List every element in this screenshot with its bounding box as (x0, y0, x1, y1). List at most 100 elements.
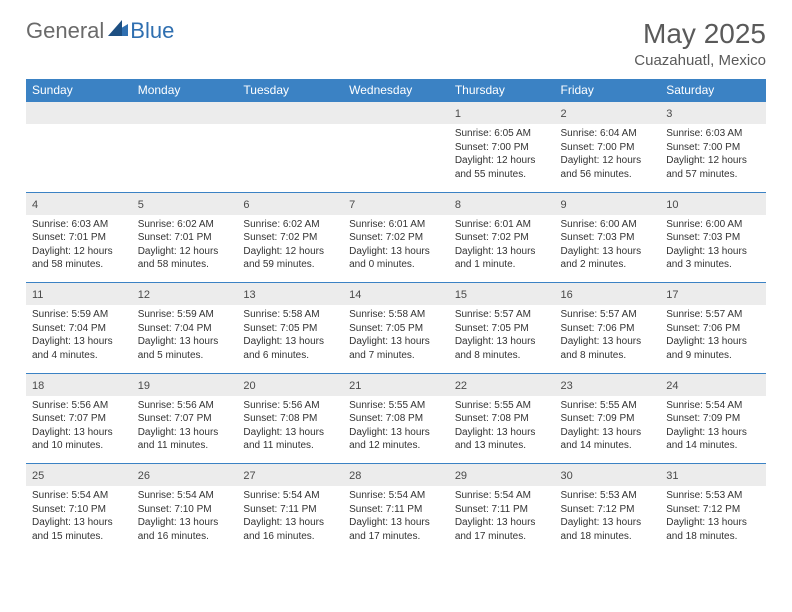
day-detail-line: Daylight: 13 hours and 1 minute. (455, 245, 549, 272)
day-content-cell: Sunrise: 5:58 AMSunset: 7:05 PMDaylight:… (343, 305, 449, 373)
day-number: 1 (455, 108, 461, 120)
day-detail-line: Daylight: 12 hours and 55 minutes. (455, 154, 549, 181)
day-detail-line: Sunrise: 5:56 AM (32, 399, 126, 413)
day-number-cell: 17 (660, 283, 766, 306)
day-number: 26 (138, 470, 150, 482)
day-detail-line: Sunset: 7:11 PM (455, 503, 549, 517)
title-block: May 2025 Cuazahuatl, Mexico (634, 18, 766, 69)
day-detail-line: Sunset: 7:11 PM (243, 503, 337, 517)
day-detail-line: Sunrise: 5:53 AM (666, 489, 760, 503)
day-number-cell: 8 (449, 192, 555, 215)
day-detail-line: Daylight: 13 hours and 13 minutes. (455, 426, 549, 453)
day-number-cell: 13 (237, 283, 343, 306)
day-number: 17 (666, 289, 678, 301)
day-content-cell: Sunrise: 6:04 AMSunset: 7:00 PMDaylight:… (555, 124, 661, 192)
day-number-cell: 19 (132, 373, 238, 396)
day-number-cell: 5 (132, 192, 238, 215)
day-number: 15 (455, 289, 467, 301)
day-number: 13 (243, 289, 255, 301)
day-number: 19 (138, 380, 150, 392)
day-content-cell: Sunrise: 5:55 AMSunset: 7:08 PMDaylight:… (449, 396, 555, 464)
day-number-cell: 25 (26, 464, 132, 487)
day-detail-line: Sunset: 7:06 PM (666, 322, 760, 336)
day-number: 18 (32, 380, 44, 392)
day-number-cell: 10 (660, 192, 766, 215)
day-content-cell: Sunrise: 6:05 AMSunset: 7:00 PMDaylight:… (449, 124, 555, 192)
day-content-cell: Sunrise: 5:59 AMSunset: 7:04 PMDaylight:… (26, 305, 132, 373)
day-detail-line: Daylight: 13 hours and 11 minutes. (243, 426, 337, 453)
day-number-cell: 1 (449, 102, 555, 125)
header: General Blue May 2025 Cuazahuatl, Mexico (26, 18, 766, 69)
day-detail-line: Daylight: 13 hours and 8 minutes. (561, 335, 655, 362)
day-number-cell: 20 (237, 373, 343, 396)
day-number-cell: 9 (555, 192, 661, 215)
day-number-cell: 7 (343, 192, 449, 215)
day-content-cell: Sunrise: 6:01 AMSunset: 7:02 PMDaylight:… (449, 215, 555, 283)
day-number-cell: 16 (555, 283, 661, 306)
day-detail-line: Sunrise: 5:59 AM (32, 308, 126, 322)
day-number-cell (132, 102, 238, 125)
day-content-cell: Sunrise: 5:54 AMSunset: 7:10 PMDaylight:… (132, 486, 238, 554)
day-number-cell: 4 (26, 192, 132, 215)
day-detail-line: Sunset: 7:02 PM (455, 231, 549, 245)
day-content-cell: Sunrise: 5:54 AMSunset: 7:09 PMDaylight:… (660, 396, 766, 464)
day-content-cell: Sunrise: 5:55 AMSunset: 7:08 PMDaylight:… (343, 396, 449, 464)
day-detail-line: Sunset: 7:12 PM (561, 503, 655, 517)
day-content-cell (237, 124, 343, 192)
brand-logo: General Blue (26, 18, 174, 44)
day-detail-line: Sunrise: 5:54 AM (138, 489, 232, 503)
day-detail-line: Sunrise: 5:58 AM (243, 308, 337, 322)
day-detail-line: Daylight: 12 hours and 58 minutes. (32, 245, 126, 272)
day-detail-line: Sunset: 7:05 PM (349, 322, 443, 336)
day-number-cell: 26 (132, 464, 238, 487)
day-content-cell: Sunrise: 6:03 AMSunset: 7:00 PMDaylight:… (660, 124, 766, 192)
day-detail-line: Sunset: 7:08 PM (349, 412, 443, 426)
day-detail-line: Sunrise: 6:02 AM (243, 218, 337, 232)
day-number-row: 25262728293031 (26, 464, 766, 487)
day-detail-line: Sunset: 7:03 PM (561, 231, 655, 245)
day-detail-line: Daylight: 12 hours and 56 minutes. (561, 154, 655, 181)
day-number: 16 (561, 289, 573, 301)
day-detail-line: Sunset: 7:01 PM (32, 231, 126, 245)
day-detail-line: Sunrise: 5:54 AM (349, 489, 443, 503)
day-detail-line: Sunrise: 5:57 AM (561, 308, 655, 322)
day-number: 29 (455, 470, 467, 482)
day-detail-line: Sunrise: 5:55 AM (455, 399, 549, 413)
day-detail-line: Daylight: 13 hours and 8 minutes. (455, 335, 549, 362)
day-number-cell: 23 (555, 373, 661, 396)
day-number: 21 (349, 380, 361, 392)
day-content-cell: Sunrise: 6:03 AMSunset: 7:01 PMDaylight:… (26, 215, 132, 283)
day-content-cell (132, 124, 238, 192)
day-detail-line: Sunset: 7:01 PM (138, 231, 232, 245)
day-detail-line: Sunrise: 6:00 AM (666, 218, 760, 232)
day-detail-line: Sunset: 7:11 PM (349, 503, 443, 517)
weekday-header: Friday (555, 79, 661, 102)
day-detail-line: Sunset: 7:04 PM (32, 322, 126, 336)
day-content-row: Sunrise: 5:59 AMSunset: 7:04 PM Daylight:… (26, 305, 766, 373)
day-detail-line: Sunset: 7:00 PM (561, 141, 655, 155)
calendar-body: 1 23 Sunrise: 6:05 AMSunset: 7:00 PMDaylig… (26, 102, 766, 555)
day-content-cell: Sunrise: 5:57 AMSunset: 7:05 PMDaylight:… (449, 305, 555, 373)
day-number: 31 (666, 470, 678, 482)
day-number: 22 (455, 380, 467, 392)
day-detail-line: Sunrise: 5:57 AM (455, 308, 549, 322)
day-detail-line: Daylight: 13 hours and 3 minutes. (666, 245, 760, 272)
day-detail-line: Sunset: 7:05 PM (243, 322, 337, 336)
day-number-cell: 29 (449, 464, 555, 487)
day-detail-line: Daylight: 13 hours and 18 minutes. (666, 516, 760, 543)
day-detail-line: Sunrise: 6:03 AM (32, 218, 126, 232)
day-detail-line: Sunrise: 5:54 AM (666, 399, 760, 413)
day-detail-line: Daylight: 13 hours and 0 minutes. (349, 245, 443, 272)
day-number: 20 (243, 380, 255, 392)
day-number-row: 123 (26, 102, 766, 125)
day-detail-line: Sunrise: 6:00 AM (561, 218, 655, 232)
day-number: 2 (561, 108, 567, 120)
day-number-cell: 14 (343, 283, 449, 306)
day-number-cell (26, 102, 132, 125)
day-detail-line: Sunrise: 6:03 AM (666, 127, 760, 141)
day-number-cell: 21 (343, 373, 449, 396)
calendar-table: Sunday Monday Tuesday Wednesday Thursday… (26, 79, 766, 554)
day-content-cell: Sunrise: 5:53 AMSunset: 7:12 PMDaylight:… (555, 486, 661, 554)
weekday-header: Monday (132, 79, 238, 102)
day-content-cell: Sunrise: 6:02 AMSunset: 7:02 PMDaylight:… (237, 215, 343, 283)
